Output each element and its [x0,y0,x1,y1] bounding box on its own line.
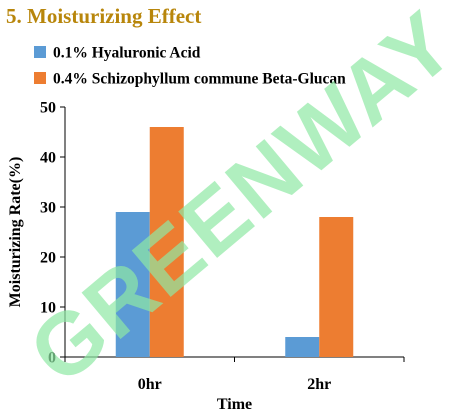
x-axis-title: Time [217,396,252,413]
y-tick-label: 30 [40,200,56,217]
x-category-label: 2hr [307,376,331,393]
bar-0hr-series-1 [115,212,150,357]
y-tick-label: 40 [40,150,56,167]
y-tick-label: 50 [40,100,56,117]
chart-legend: 0.1% Hyaluronic Acid 0.4% Schizophyllum c… [34,45,346,88]
bar-0hr-series-2 [149,127,184,357]
y-tick-label: 20 [40,250,56,267]
chart-bars [115,127,354,357]
y-axis-title: Moisturizing Rate(%) [7,157,24,308]
bar-2hr-series-1 [285,337,320,357]
chart-axes: 0 10 20 30 40 50 [40,100,405,367]
x-category-label: 0hr [138,376,162,393]
page-title: 5. Moisturizing Effect [6,4,202,28]
legend-label-1: 0.1% Hyaluronic Acid [53,45,201,62]
legend-swatch-2 [34,72,46,84]
legend-swatch-1 [34,46,46,58]
y-tick-label: 10 [40,300,56,317]
legend-label-2: 0.4% Schizophyllum commune Beta-Glucan [53,71,346,88]
chart-labels: 0hr 2hr Time Moisturizing Rate(%) [7,157,331,413]
bar-2hr-series-2 [319,217,354,357]
y-tick-label: 0 [48,350,56,367]
